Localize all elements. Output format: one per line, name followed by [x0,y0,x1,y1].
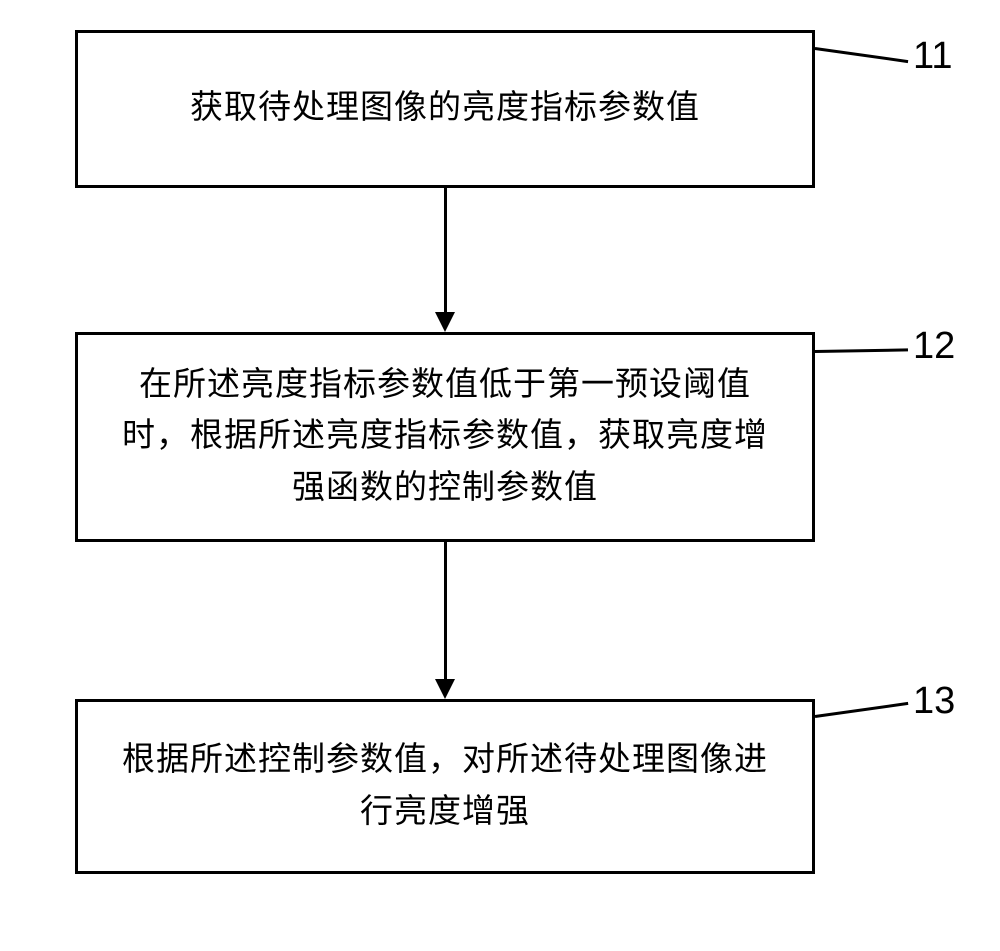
leader-line-3 [815,702,908,718]
step-2-text: 在所述亮度指标参数值低于第一预设阈值时，根据所述亮度指标参数值，获取亮度增强函数… [118,360,772,513]
arrow-head-1 [435,312,455,332]
leader-line-2 [815,348,908,352]
leader-line-1 [815,47,908,63]
flowchart-step-3: 根据所述控制参数值，对所述待处理图像进行亮度增强 [75,699,815,874]
flowchart-step-2: 在所述亮度指标参数值低于第一预设阈值时，根据所述亮度指标参数值，获取亮度增强函数… [75,332,815,542]
flowchart-step-1: 获取待处理图像的亮度指标参数值 [75,30,815,188]
arrow-1-to-2 [444,188,447,312]
step-2-label: 12 [913,325,955,368]
arrow-head-2 [435,679,455,699]
step-3-text: 根据所述控制参数值，对所述待处理图像进行亮度增强 [118,735,772,837]
step-3-label: 13 [913,680,955,723]
arrow-2-to-3 [444,542,447,679]
step-1-text: 获取待处理图像的亮度指标参数值 [190,83,700,134]
step-1-label: 11 [913,35,952,78]
